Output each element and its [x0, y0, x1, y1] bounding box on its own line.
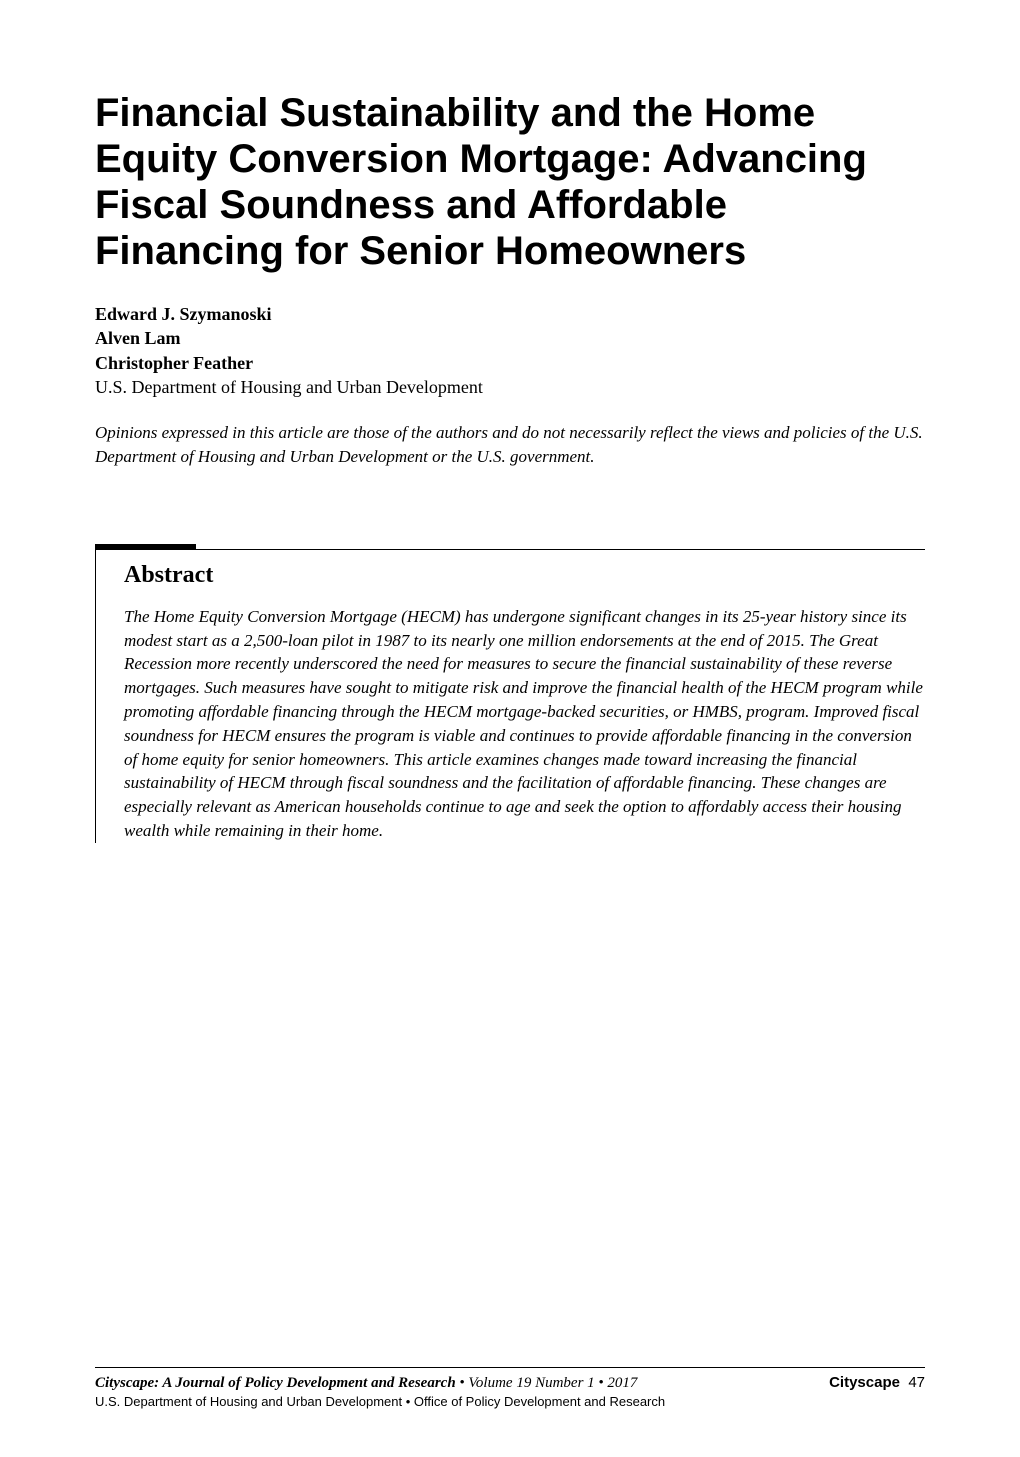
author-name: Alven Lam [95, 326, 925, 350]
disclaimer-text: Opinions expressed in this article are t… [95, 421, 925, 469]
footer-subline: U.S. Department of Housing and Urban Dev… [95, 1394, 665, 1409]
article-title: Financial Sustainability and the Home Eq… [95, 90, 925, 274]
footer-journal-line: Cityscape: A Journal of Policy Developme… [95, 1375, 665, 1392]
page-footer: Cityscape: A Journal of Policy Developme… [95, 1367, 925, 1409]
page-label: Cityscape [829, 1374, 900, 1391]
footer-rule [95, 1367, 925, 1368]
abstract-section: Abstract The Home Equity Conversion Mort… [95, 544, 925, 843]
author-affiliation: U.S. Department of Housing and Urban Dev… [95, 375, 925, 399]
author-name: Christopher Feather [95, 351, 925, 375]
page-number: 47 [908, 1374, 925, 1391]
abstract-body: The Home Equity Conversion Mortgage (HEC… [124, 605, 925, 843]
abstract-heading: Abstract [124, 544, 925, 589]
footer-row: Cityscape: A Journal of Policy Developme… [95, 1374, 925, 1409]
abstract-rule-thick [96, 544, 196, 550]
journal-meta: • Volume 19 Number 1 • 2017 [456, 1375, 638, 1391]
journal-title: Cityscape: A Journal of Policy Developme… [95, 1375, 456, 1391]
footer-left-block: Cityscape: A Journal of Policy Developme… [95, 1375, 665, 1409]
footer-right-block: Cityscape 47 [829, 1374, 925, 1391]
abstract-rule-thin [196, 549, 925, 550]
author-name: Edward J. Szymanoski [95, 302, 925, 326]
authors-block: Edward J. Szymanoski Alven Lam Christoph… [95, 302, 925, 399]
